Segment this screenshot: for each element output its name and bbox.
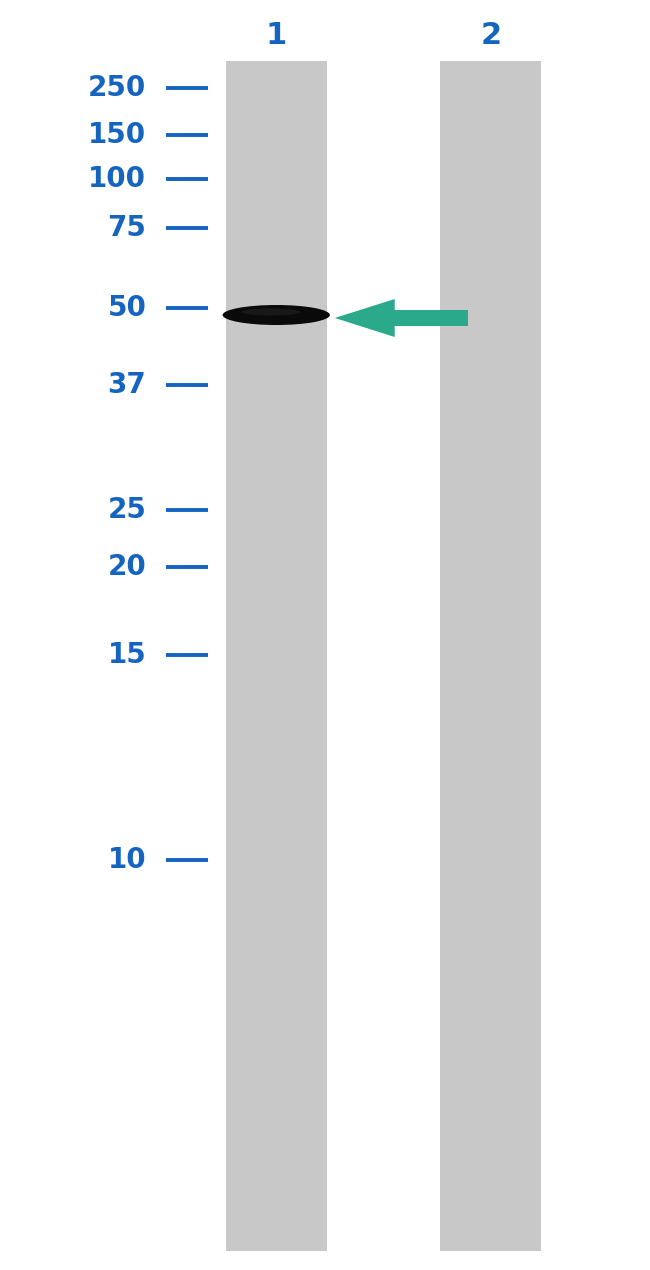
Text: 1: 1 (266, 22, 287, 50)
Text: 37: 37 (107, 371, 146, 399)
Text: 75: 75 (107, 215, 146, 243)
Bar (441, 61, 541, 1251)
Text: 250: 250 (88, 74, 146, 102)
Text: 15: 15 (107, 641, 146, 669)
Text: 10: 10 (108, 846, 146, 874)
FancyArrow shape (335, 298, 468, 337)
Text: 50: 50 (107, 293, 146, 323)
Bar (226, 61, 326, 1251)
Text: 25: 25 (107, 497, 146, 525)
Text: 20: 20 (107, 552, 146, 580)
Text: 100: 100 (88, 165, 146, 193)
Text: 150: 150 (88, 121, 146, 149)
Text: 2: 2 (480, 22, 501, 50)
Ellipse shape (241, 309, 300, 315)
Ellipse shape (222, 305, 330, 325)
